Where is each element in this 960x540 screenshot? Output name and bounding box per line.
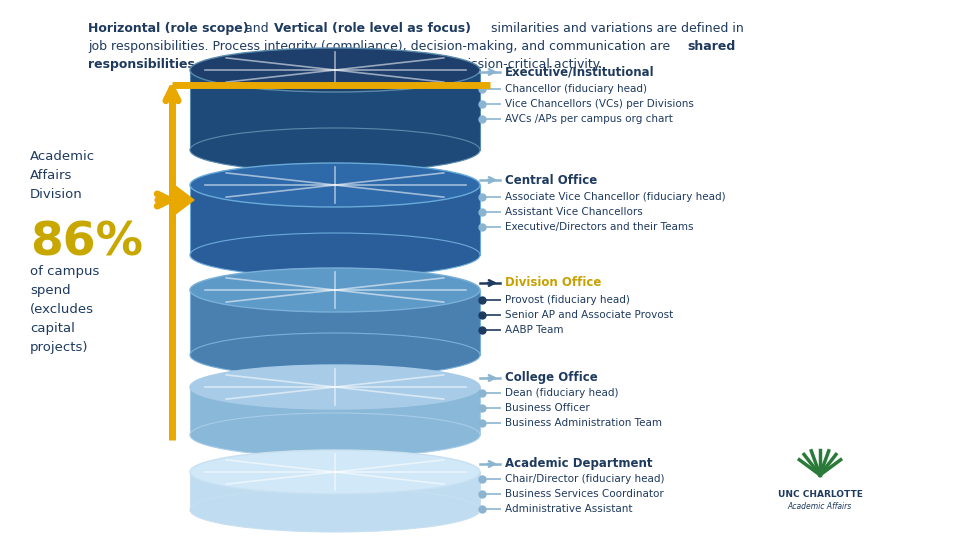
- Text: Chancellor (fiduciary head): Chancellor (fiduciary head): [505, 84, 647, 94]
- Text: Chair/Director (fiduciary head): Chair/Director (fiduciary head): [505, 474, 664, 484]
- Ellipse shape: [190, 488, 480, 532]
- Ellipse shape: [190, 268, 480, 312]
- Text: Vice Chancellors (VCs) per Divisions: Vice Chancellors (VCs) per Divisions: [505, 99, 694, 109]
- Text: AA is the campus’s “largest client” with mission-critical activity.: AA is the campus’s “largest client” with…: [199, 58, 602, 71]
- Text: Academic Affairs: Academic Affairs: [788, 502, 852, 511]
- Ellipse shape: [190, 333, 480, 377]
- Ellipse shape: [190, 365, 480, 409]
- Text: Division Office: Division Office: [505, 276, 601, 289]
- Text: and: and: [241, 22, 273, 35]
- Text: Provost (fiduciary head): Provost (fiduciary head): [505, 295, 630, 305]
- Polygon shape: [190, 185, 480, 255]
- Text: Academic Department: Academic Department: [505, 457, 653, 470]
- Text: Central Office: Central Office: [505, 173, 597, 186]
- Ellipse shape: [190, 163, 480, 207]
- Text: 86%: 86%: [30, 220, 143, 265]
- Ellipse shape: [190, 233, 480, 277]
- Text: College Office: College Office: [505, 372, 598, 384]
- Polygon shape: [170, 182, 194, 218]
- Text: Dean (fiduciary head): Dean (fiduciary head): [505, 388, 618, 398]
- Text: job responsibilities. Process integrity (compliance), decision-making, and commu: job responsibilities. Process integrity …: [88, 40, 674, 53]
- Text: similarities and variations are defined in: similarities and variations are defined …: [487, 22, 744, 35]
- Text: Executive/Directors and their Teams: Executive/Directors and their Teams: [505, 222, 693, 232]
- Text: of campus
spend
(excludes
capital
projects): of campus spend (excludes capital projec…: [30, 265, 100, 354]
- Polygon shape: [190, 472, 480, 510]
- Ellipse shape: [190, 413, 480, 457]
- Text: Horizontal (role scope): Horizontal (role scope): [88, 22, 249, 35]
- Text: UNC CHARLOTTE: UNC CHARLOTTE: [778, 490, 862, 499]
- Text: Business Officer: Business Officer: [505, 403, 589, 413]
- Ellipse shape: [190, 450, 480, 494]
- Text: Associate Vice Chancellor (fiduciary head): Associate Vice Chancellor (fiduciary hea…: [505, 192, 726, 202]
- Text: Administrative Assistant: Administrative Assistant: [505, 504, 633, 514]
- Text: Assistant Vice Chancellors: Assistant Vice Chancellors: [505, 207, 643, 217]
- Text: shared: shared: [687, 40, 735, 53]
- Text: AABP Team: AABP Team: [505, 325, 564, 335]
- Text: Business Services Coordinator: Business Services Coordinator: [505, 489, 663, 499]
- Polygon shape: [190, 70, 480, 150]
- Text: Vertical (role level as focus): Vertical (role level as focus): [274, 22, 471, 35]
- Ellipse shape: [190, 128, 480, 172]
- Text: responsibilities.: responsibilities.: [88, 58, 200, 71]
- Text: Executive/Institutional: Executive/Institutional: [505, 65, 655, 78]
- Text: AVCs /APs per campus org chart: AVCs /APs per campus org chart: [505, 114, 673, 124]
- Text: Senior AP and Associate Provost: Senior AP and Associate Provost: [505, 310, 673, 320]
- Polygon shape: [190, 290, 480, 355]
- Text: Academic
Affairs
Division: Academic Affairs Division: [30, 150, 95, 201]
- Polygon shape: [190, 387, 480, 435]
- Text: Business Administration Team: Business Administration Team: [505, 418, 662, 428]
- Ellipse shape: [190, 48, 480, 92]
